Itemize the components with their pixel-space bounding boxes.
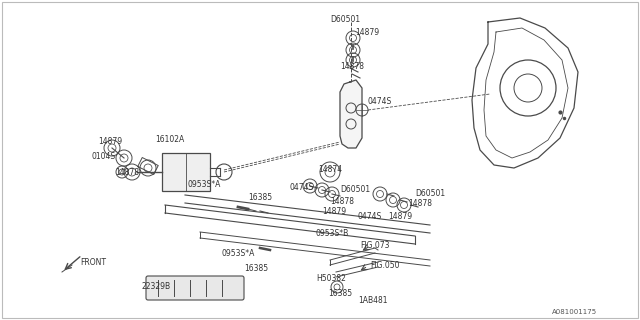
Text: 0474S: 0474S (358, 212, 382, 221)
Text: 0474S: 0474S (290, 183, 314, 192)
Text: 14878: 14878 (115, 168, 139, 177)
Text: 14878: 14878 (408, 199, 432, 208)
Text: 14879: 14879 (322, 207, 346, 216)
Text: FIG.073: FIG.073 (360, 241, 390, 250)
Text: 14879: 14879 (355, 28, 379, 37)
Text: FIG.050: FIG.050 (370, 261, 399, 270)
Text: 1AB481: 1AB481 (358, 296, 387, 305)
Text: 0953S*B: 0953S*B (315, 229, 348, 238)
Text: 0953S*A: 0953S*A (188, 180, 221, 189)
Text: 16385: 16385 (328, 289, 352, 298)
Text: A081001175: A081001175 (552, 309, 597, 315)
Text: D60501: D60501 (340, 185, 370, 194)
FancyBboxPatch shape (162, 153, 210, 191)
Text: 14879: 14879 (98, 137, 122, 146)
FancyBboxPatch shape (146, 276, 244, 300)
Text: 0474S: 0474S (368, 97, 392, 106)
Text: 16385: 16385 (244, 264, 268, 273)
Text: D60501: D60501 (415, 189, 445, 198)
Text: 0104S: 0104S (92, 152, 116, 161)
Text: 0953S*A: 0953S*A (222, 249, 255, 258)
Text: FRONT: FRONT (80, 258, 106, 267)
Text: H50382: H50382 (316, 274, 346, 283)
Text: 14879: 14879 (388, 212, 412, 221)
Text: 22329B: 22329B (142, 282, 171, 291)
Text: 14874: 14874 (318, 165, 342, 174)
Text: 14878: 14878 (340, 62, 364, 71)
Text: 14878: 14878 (330, 197, 354, 206)
Polygon shape (340, 80, 362, 148)
Text: D60501: D60501 (330, 15, 360, 24)
Text: 16102A: 16102A (155, 135, 184, 144)
Text: 16385: 16385 (248, 193, 272, 202)
